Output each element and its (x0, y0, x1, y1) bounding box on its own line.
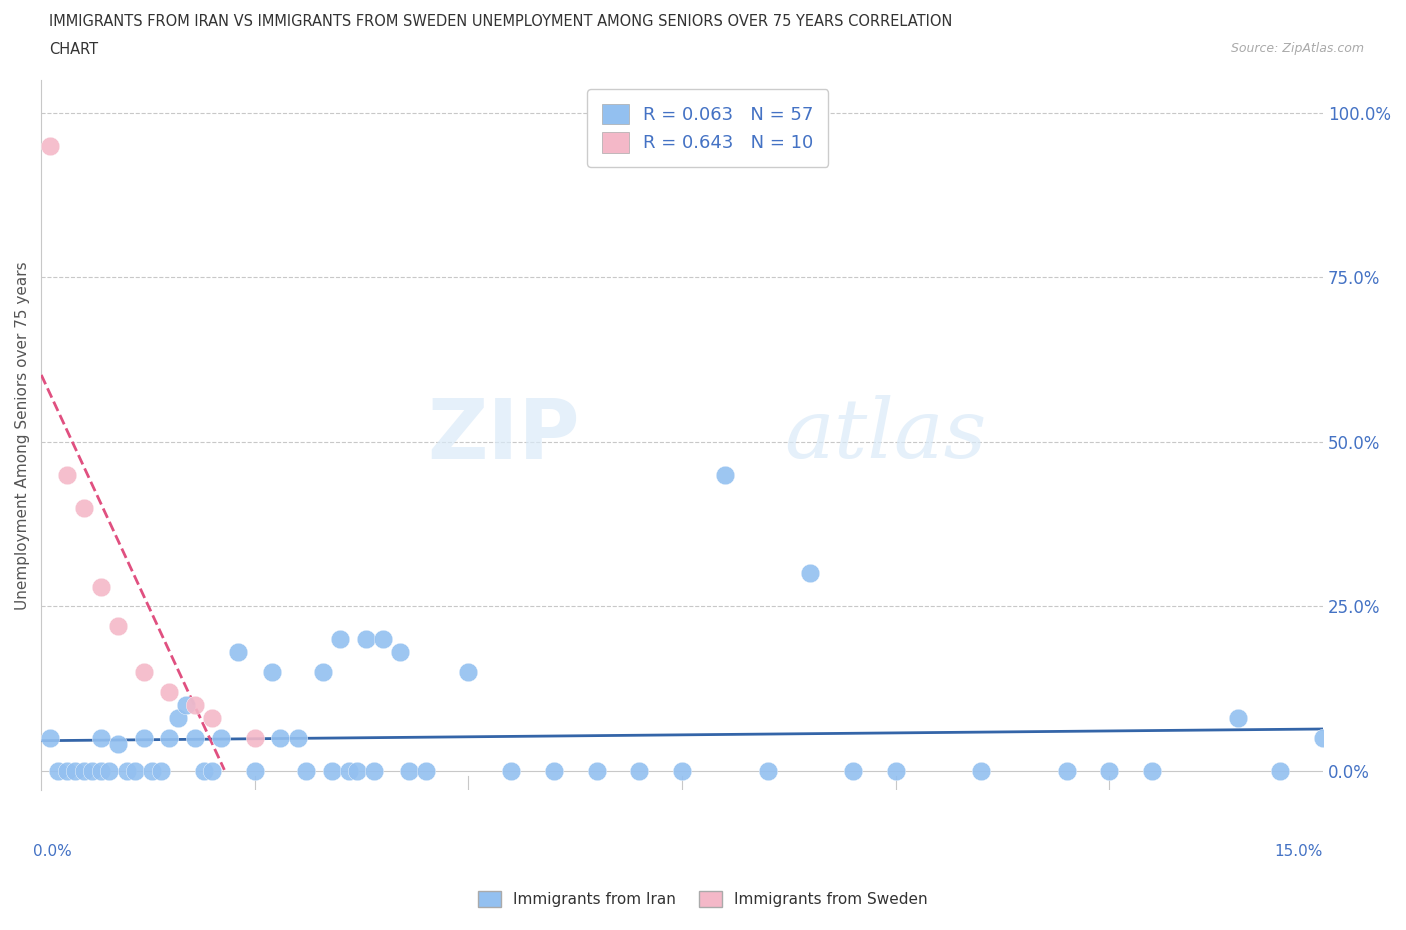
Point (90, 579, 112, 594)
Point (714, 467, 737, 482)
Point (269, 730, 291, 745)
Point (243, 730, 266, 745)
Point (115, 764, 138, 778)
Point (141, 764, 163, 778)
Point (1056, 764, 1078, 778)
Legend: Immigrants from Iran, Immigrants from Sweden: Immigrants from Iran, Immigrants from Sw… (472, 884, 934, 913)
Point (226, 644, 249, 659)
Y-axis label: Unemployment Among Seniors over 75 years: Unemployment Among Seniors over 75 years (15, 261, 30, 609)
Text: Source: ZipAtlas.com: Source: ZipAtlas.com (1230, 42, 1364, 55)
Point (389, 644, 412, 659)
Text: 15.0%: 15.0% (1275, 844, 1323, 858)
Point (363, 764, 385, 778)
Text: IMMIGRANTS FROM IRAN VS IMMIGRANTS FROM SWEDEN UNEMPLOYMENT AMONG SENIORS OVER 7: IMMIGRANTS FROM IRAN VS IMMIGRANTS FROM … (49, 14, 953, 29)
Point (321, 764, 343, 778)
Point (184, 730, 207, 745)
Point (157, 684, 180, 699)
Text: CHART: CHART (49, 42, 98, 57)
Point (55, 764, 77, 778)
Point (193, 764, 215, 778)
Point (1140, 764, 1163, 778)
Point (149, 764, 172, 778)
Point (46, 764, 69, 778)
Point (970, 764, 993, 778)
Point (799, 566, 821, 581)
Point (167, 711, 190, 725)
Point (73, 500, 96, 515)
Point (1226, 711, 1249, 725)
Point (82, 764, 104, 778)
Point (157, 730, 180, 745)
Point (1270, 764, 1292, 778)
Point (90, 730, 112, 745)
Point (346, 764, 368, 778)
Point (107, 618, 129, 633)
Point (295, 764, 318, 778)
Point (1312, 730, 1334, 745)
Text: 0.0%: 0.0% (32, 844, 72, 858)
Point (398, 764, 420, 778)
Point (354, 631, 377, 646)
Point (55, 467, 77, 482)
Point (65, 764, 87, 778)
Point (132, 730, 155, 745)
Point (90, 764, 112, 778)
Point (287, 730, 309, 745)
Point (73, 764, 96, 778)
Point (371, 631, 394, 646)
Point (38, 730, 60, 745)
Point (201, 764, 224, 778)
Text: atlas: atlas (785, 395, 987, 475)
Point (124, 764, 146, 778)
Point (201, 711, 224, 725)
Point (132, 665, 155, 680)
Point (628, 764, 651, 778)
Text: ZIP: ZIP (427, 395, 579, 476)
Point (209, 730, 232, 745)
Point (312, 665, 335, 680)
Point (543, 764, 565, 778)
Point (98, 764, 121, 778)
Point (243, 764, 266, 778)
Point (671, 764, 693, 778)
Point (1098, 764, 1121, 778)
Point (457, 665, 479, 680)
Point (415, 764, 437, 778)
Point (585, 764, 607, 778)
Point (884, 764, 907, 778)
Point (329, 631, 352, 646)
Point (38, 139, 60, 153)
Point (337, 764, 360, 778)
Point (501, 764, 523, 778)
Point (260, 665, 283, 680)
Point (176, 698, 198, 712)
Point (184, 698, 207, 712)
Legend: R = 0.063   N = 57, R = 0.643   N = 10: R = 0.063 N = 57, R = 0.643 N = 10 (588, 89, 828, 167)
Point (842, 764, 865, 778)
Point (107, 737, 129, 751)
Point (756, 764, 779, 778)
